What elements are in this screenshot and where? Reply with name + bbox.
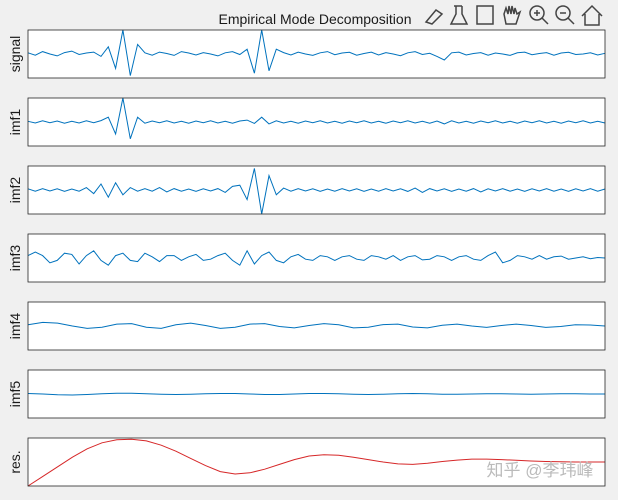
y-axis-label: imf4 <box>7 313 23 340</box>
y-axis-label: imf2 <box>7 177 23 204</box>
axes-box <box>27 437 606 487</box>
y-axis-label: imf1 <box>7 109 23 136</box>
data-tip-icon[interactable] <box>449 5 469 25</box>
pan-icon[interactable] <box>503 5 522 25</box>
zoom-out-icon[interactable] <box>555 5 571 21</box>
home-icon[interactable] <box>581 4 603 26</box>
line <box>27 168 606 215</box>
line <box>27 97 606 139</box>
axes-box <box>27 97 606 147</box>
y-axis-label: imf3 <box>7 245 23 272</box>
axes-bg <box>28 302 605 350</box>
axes-box <box>27 369 606 419</box>
line <box>27 438 605 487</box>
y-axis-label: signal <box>7 36 23 73</box>
axes-box <box>27 29 606 79</box>
zoom-in-icon[interactable] <box>529 5 545 21</box>
line <box>27 29 606 76</box>
line <box>27 249 606 266</box>
axes-box <box>27 301 606 351</box>
line <box>27 321 606 329</box>
toolbar <box>420 2 618 30</box>
y-axis-label: imf5 <box>7 381 23 408</box>
brush-icon[interactable] <box>424 9 444 25</box>
y-axis-label: res. <box>7 450 23 473</box>
axes-box <box>27 233 606 283</box>
chart-title: Empirical Mode Decomposition <box>219 11 412 27</box>
axes-box <box>27 165 606 215</box>
legend-icon[interactable] <box>476 5 494 25</box>
line <box>27 392 605 396</box>
watermark: 知乎 @李玮峰 <box>487 461 594 480</box>
axes-bg <box>28 438 605 486</box>
